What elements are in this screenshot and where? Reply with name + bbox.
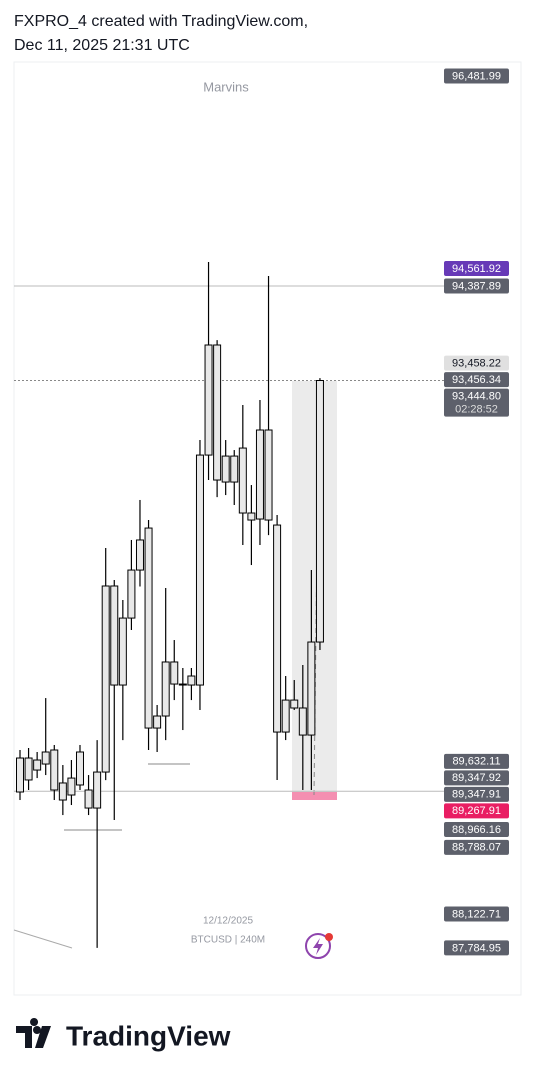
header-line: FXPRO_4 created with TradingView.com, xyxy=(14,13,308,30)
candle-body xyxy=(58,782,67,801)
candle-body xyxy=(213,344,222,481)
price-label-box xyxy=(444,821,509,837)
price-label: 89,347.91 xyxy=(452,789,501,801)
candle-body xyxy=(24,757,33,781)
candle-body xyxy=(127,569,136,619)
price-label-box xyxy=(444,803,509,819)
footer-logo xyxy=(16,1018,51,1048)
price-label: 96,481.99 xyxy=(452,70,501,82)
candle-body xyxy=(110,585,119,686)
candle-body xyxy=(75,751,84,786)
candle-body xyxy=(135,539,144,571)
candle-body xyxy=(221,455,230,483)
chart-frame xyxy=(13,61,522,996)
price-label-box xyxy=(444,68,509,84)
candle-body xyxy=(255,429,264,520)
candle-body xyxy=(16,757,24,793)
price-label-box xyxy=(444,770,509,786)
candle-body xyxy=(50,749,59,791)
candle-body xyxy=(41,751,50,765)
candle-body xyxy=(195,454,204,686)
candle-body xyxy=(290,699,299,709)
candle-body xyxy=(264,429,273,521)
price-label-box xyxy=(444,355,509,371)
drawing-line xyxy=(13,929,73,949)
price-label: 89,347.92 xyxy=(452,772,501,784)
price-label: 87,784.95 xyxy=(452,942,501,954)
price-label-box xyxy=(444,753,509,769)
candle-body xyxy=(247,512,256,521)
date-label: 12/12/2025 xyxy=(203,916,253,927)
candle-body xyxy=(33,759,42,771)
candle-body xyxy=(307,641,316,736)
header-line: Dec 11, 2025 21:31 UTC xyxy=(14,37,190,54)
candle-body xyxy=(230,455,239,483)
candle-body xyxy=(161,661,170,717)
candle-body xyxy=(281,699,290,733)
price-label-box xyxy=(444,278,509,294)
price-label: 93,444.80 xyxy=(452,391,501,403)
price-label: 94,561.92 xyxy=(452,263,501,275)
price-label: 88,966.16 xyxy=(452,824,501,836)
price-label: 88,122.71 xyxy=(452,908,501,920)
price-label-box xyxy=(444,786,509,802)
candle-body xyxy=(178,683,187,686)
candle-body xyxy=(204,344,213,456)
candle-body xyxy=(144,527,153,729)
price-label: 93,456.34 xyxy=(452,374,501,386)
price-label-box xyxy=(444,372,509,388)
position-stop xyxy=(292,792,337,800)
candle-body xyxy=(118,617,127,686)
candle-body xyxy=(187,675,196,686)
watermark: Marvins xyxy=(203,79,249,94)
candle-body xyxy=(67,777,76,796)
price-label-box xyxy=(444,839,509,855)
candle-body xyxy=(101,585,110,773)
price-label-box xyxy=(444,906,509,922)
alert-icon[interactable] xyxy=(305,933,333,959)
price-label: 88,788.07 xyxy=(452,842,501,854)
price-label: 94,387.89 xyxy=(452,280,501,292)
symbol-label: BTCUSD | 240M xyxy=(191,935,265,946)
price-label-box xyxy=(444,388,509,417)
price-label: 89,632.11 xyxy=(452,756,500,768)
price-label-box xyxy=(444,940,509,956)
price-axis: 96,481.99 94,561.92 94,387.89 93,458.22 93,4… xyxy=(444,68,509,956)
price-label-box xyxy=(444,261,509,277)
candle-body xyxy=(273,524,282,733)
candle-body xyxy=(298,707,307,736)
footer-logo-text: TradingView xyxy=(66,1020,231,1051)
candle-body xyxy=(84,789,93,809)
candle-body xyxy=(238,447,247,514)
price-label: 89,267.91 xyxy=(452,805,501,817)
countdown: 02:28:52 xyxy=(455,404,498,416)
candle-body xyxy=(315,380,324,643)
price-label: 93,458.22 xyxy=(452,358,501,370)
plot xyxy=(14,261,444,948)
candle-body xyxy=(93,771,102,809)
candle-body xyxy=(153,715,162,729)
candle-body xyxy=(170,661,179,685)
